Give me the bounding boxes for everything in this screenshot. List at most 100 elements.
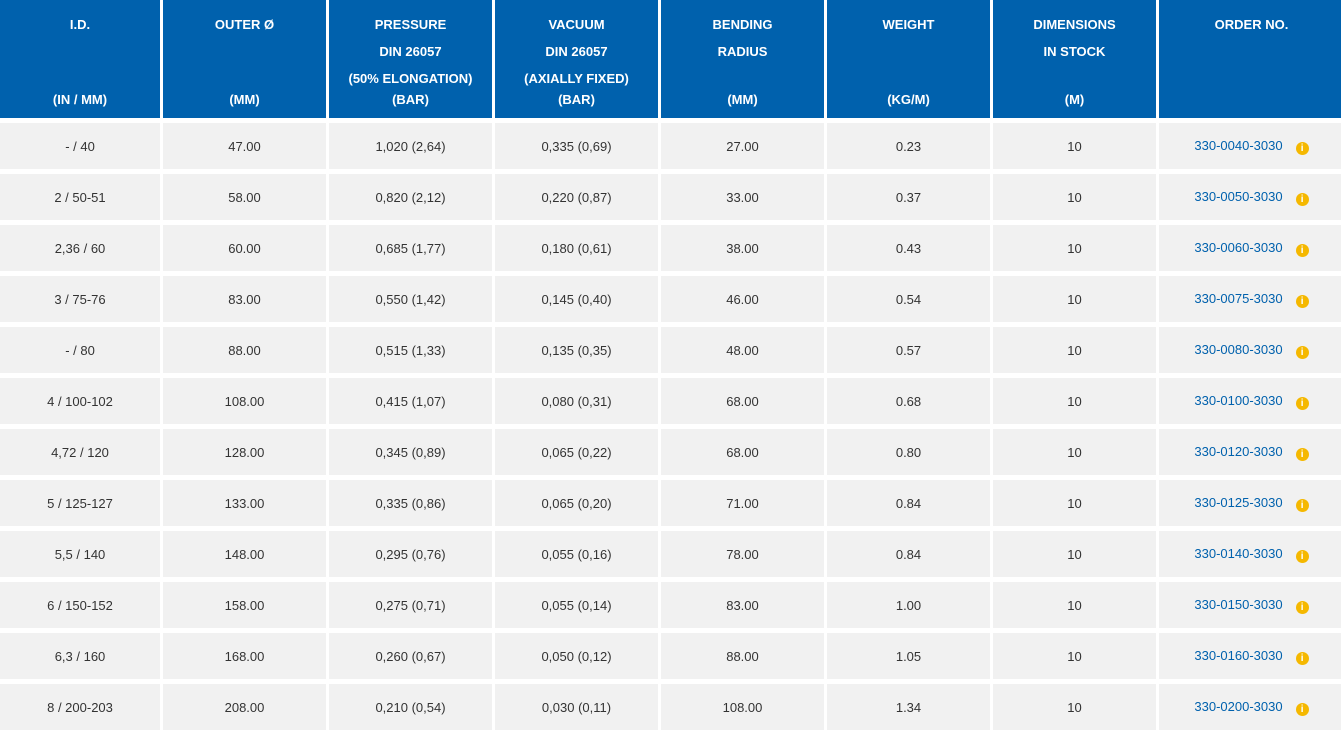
- order-no-cell: 330-0050-3030 i: [1159, 174, 1341, 220]
- table-header-row: I.D. (IN / MM) OUTER Ø (MM) PRESSURE DIN 2605…: [0, 0, 1341, 118]
- order-no-cell: 330-0140-3030 i: [1159, 531, 1341, 577]
- order-number-link[interactable]: 330-0150-3030: [1194, 596, 1283, 612]
- weight-cell: 0.84: [827, 531, 990, 577]
- table-row: 4 / 100-102 108.00 0,415 (1,07) 0,080 (0,31…: [0, 378, 1341, 424]
- order-number-link[interactable]: 330-0160-3030: [1194, 647, 1283, 663]
- pressure-cell: 0,295 (0,76): [329, 531, 492, 577]
- column-header-label: VACUUM: [548, 17, 605, 32]
- info-icon[interactable]: i: [1295, 600, 1309, 614]
- info-icon[interactable]: i: [1295, 294, 1309, 308]
- info-icon[interactable]: i: [1295, 141, 1309, 155]
- pressure-cell: 0,685 (1,77): [329, 225, 492, 271]
- id-cell: 8 / 200-203: [0, 684, 160, 730]
- outer-diameter-cell: 88.00: [163, 327, 326, 373]
- column-header-label: WEIGHT: [882, 17, 935, 32]
- vacuum-cell: 0,065 (0,20): [495, 480, 658, 526]
- id-cell: 4 / 100-102: [0, 378, 160, 424]
- pressure-cell: 0,550 (1,42): [329, 276, 492, 322]
- column-header-id: I.D. (IN / MM): [0, 0, 160, 118]
- order-number-link[interactable]: 330-0080-3030: [1194, 341, 1283, 357]
- id-cell: 2,36 / 60: [0, 225, 160, 271]
- weight-cell: 0.37: [827, 174, 990, 220]
- vacuum-cell: 0,080 (0,31): [495, 378, 658, 424]
- table-row: 3 / 75-76 83.00 0,550 (1,42) 0,145 (0,40) 46…: [0, 276, 1341, 322]
- order-number-link[interactable]: 330-0200-3030: [1194, 698, 1283, 714]
- order-no-cell: 330-0060-3030 i: [1159, 225, 1341, 271]
- stock-cell: 10: [993, 327, 1156, 373]
- vacuum-cell: 0,055 (0,14): [495, 582, 658, 628]
- order-number-link[interactable]: 330-0120-3030: [1194, 443, 1283, 459]
- bending-radius-cell: 108.00: [661, 684, 824, 730]
- stock-cell: 10: [993, 684, 1156, 730]
- weight-cell: 0.80: [827, 429, 990, 475]
- outer-diameter-cell: 60.00: [163, 225, 326, 271]
- stock-cell: 10: [993, 633, 1156, 679]
- order-number-link[interactable]: 330-0060-3030: [1194, 239, 1283, 255]
- outer-diameter-cell: 158.00: [163, 582, 326, 628]
- column-header-label: RADIUS: [717, 44, 768, 59]
- vacuum-cell: 0,145 (0,40): [495, 276, 658, 322]
- order-number-link[interactable]: 330-0125-3030: [1194, 494, 1283, 510]
- bending-radius-cell: 27.00: [661, 123, 824, 169]
- outer-diameter-cell: 47.00: [163, 123, 326, 169]
- info-icon[interactable]: i: [1295, 345, 1309, 359]
- bending-radius-cell: 68.00: [661, 429, 824, 475]
- outer-diameter-cell: 108.00: [163, 378, 326, 424]
- stock-cell: 10: [993, 276, 1156, 322]
- info-icon[interactable]: i: [1295, 396, 1309, 410]
- info-icon[interactable]: i: [1295, 702, 1309, 716]
- table-row: 6 / 150-152 158.00 0,275 (0,71) 0,055 (0,14…: [0, 582, 1341, 628]
- info-icon[interactable]: i: [1295, 447, 1309, 461]
- bending-radius-cell: 88.00: [661, 633, 824, 679]
- order-no-cell: 330-0080-3030 i: [1159, 327, 1341, 373]
- id-cell: 3 / 75-76: [0, 276, 160, 322]
- vacuum-cell: 0,135 (0,35): [495, 327, 658, 373]
- stock-cell: 10: [993, 123, 1156, 169]
- pressure-cell: 0,415 (1,07): [329, 378, 492, 424]
- order-no-cell: 330-0200-3030 i: [1159, 684, 1341, 730]
- info-icon[interactable]: i: [1295, 243, 1309, 257]
- outer-diameter-cell: 58.00: [163, 174, 326, 220]
- order-number-link[interactable]: 330-0075-3030: [1194, 290, 1283, 306]
- column-header-dimensions-in-stock: DIMENSIONS IN STOCK (M): [993, 0, 1156, 118]
- column-header-bending-radius: BENDING RADIUS (MM): [661, 0, 824, 118]
- vacuum-cell: 0,180 (0,61): [495, 225, 658, 271]
- order-no-cell: 330-0040-3030 i: [1159, 123, 1341, 169]
- outer-diameter-cell: 83.00: [163, 276, 326, 322]
- pressure-cell: 0,210 (0,54): [329, 684, 492, 730]
- column-header-label: IN STOCK: [1043, 44, 1106, 59]
- order-number-link[interactable]: 330-0050-3030: [1194, 188, 1283, 204]
- table-row: 4,72 / 120 128.00 0,345 (0,89) 0,065 (0,22)…: [0, 429, 1341, 475]
- outer-diameter-cell: 133.00: [163, 480, 326, 526]
- order-number-link[interactable]: 330-0140-3030: [1194, 545, 1283, 561]
- bending-radius-cell: 71.00: [661, 480, 824, 526]
- order-no-cell: 330-0150-3030 i: [1159, 582, 1341, 628]
- column-header-pressure: PRESSURE DIN 26057 (50% ELONGATION) (BAR): [329, 0, 492, 118]
- bending-radius-cell: 78.00: [661, 531, 824, 577]
- pressure-cell: 0,335 (0,86): [329, 480, 492, 526]
- info-icon[interactable]: i: [1295, 192, 1309, 206]
- info-icon[interactable]: i: [1295, 549, 1309, 563]
- outer-diameter-cell: 148.00: [163, 531, 326, 577]
- pressure-cell: 1,020 (2,64): [329, 123, 492, 169]
- weight-cell: 0.68: [827, 378, 990, 424]
- vacuum-cell: 0,050 (0,12): [495, 633, 658, 679]
- stock-cell: 10: [993, 531, 1156, 577]
- column-header-label: DIN 26057: [379, 44, 442, 59]
- table-row: 2,36 / 60 60.00 0,685 (1,77) 0,180 (0,61) 38…: [0, 225, 1341, 271]
- weight-cell: 0.57: [827, 327, 990, 373]
- order-number-link[interactable]: 330-0100-3030: [1194, 392, 1283, 408]
- stock-cell: 10: [993, 480, 1156, 526]
- column-header-unit: (M): [1064, 92, 1085, 107]
- vacuum-cell: 0,055 (0,16): [495, 531, 658, 577]
- info-icon[interactable]: i: [1295, 498, 1309, 512]
- stock-cell: 10: [993, 225, 1156, 271]
- column-header-label: DIN 26057: [545, 44, 608, 59]
- weight-cell: 1.05: [827, 633, 990, 679]
- stock-cell: 10: [993, 429, 1156, 475]
- weight-cell: 1.34: [827, 684, 990, 730]
- info-icon[interactable]: i: [1295, 651, 1309, 665]
- weight-cell: 1.00: [827, 582, 990, 628]
- order-number-link[interactable]: 330-0040-3030: [1194, 137, 1283, 153]
